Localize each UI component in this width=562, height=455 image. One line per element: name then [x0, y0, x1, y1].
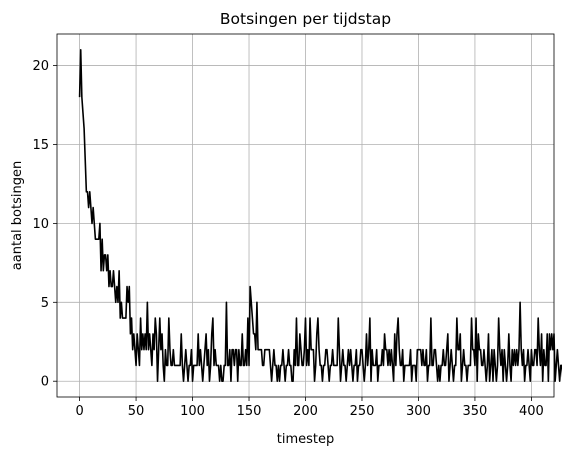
x-axis-label: timestep	[277, 432, 335, 447]
x-axis: 0 50 100 150 200 250 300 350 400	[75, 397, 544, 419]
y-tick-label: 20	[32, 59, 49, 74]
y-tick-label: 5	[41, 296, 49, 311]
y-axis-label: aantal botsingen	[10, 161, 25, 270]
x-tick-label: 400	[519, 404, 544, 419]
y-tick-label: 15	[32, 138, 49, 153]
y-tick-label: 0	[41, 375, 49, 390]
x-tick-label: 200	[293, 404, 318, 419]
series-line-0	[78, 48, 562, 383]
grid	[57, 34, 554, 397]
x-tick-label: 50	[128, 404, 145, 419]
x-tick-label: 100	[180, 404, 205, 419]
x-tick-label: 0	[75, 404, 83, 419]
x-tick-label: 300	[406, 404, 431, 419]
x-tick-label: 150	[237, 404, 262, 419]
y-axis: 0 5 10 15 20	[32, 59, 57, 390]
y-tick-label: 10	[32, 217, 49, 232]
x-tick-label: 250	[350, 404, 375, 419]
chart-title: Botsingen per tijdstap	[220, 10, 391, 28]
series-layer	[78, 48, 562, 383]
x-tick-label: 350	[463, 404, 488, 419]
